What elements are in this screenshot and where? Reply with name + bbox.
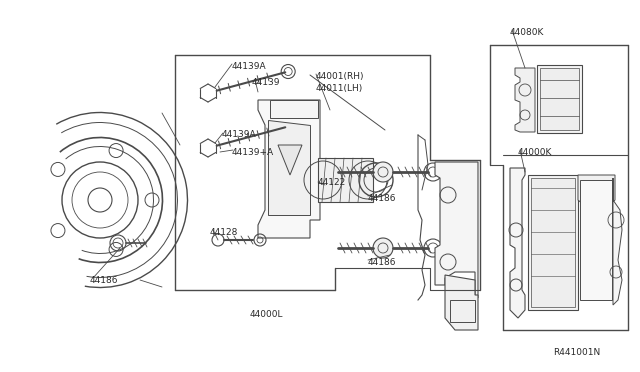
Text: 44186: 44186 <box>368 258 397 267</box>
Polygon shape <box>435 162 478 298</box>
Bar <box>450 300 475 322</box>
Text: 44000K: 44000K <box>518 148 552 157</box>
Text: 44011(LH): 44011(LH) <box>316 84 364 93</box>
Polygon shape <box>515 68 535 132</box>
Text: 44000L: 44000L <box>250 310 284 319</box>
Circle shape <box>373 162 393 182</box>
Polygon shape <box>613 178 622 305</box>
Polygon shape <box>258 100 320 238</box>
Bar <box>528 175 578 310</box>
Bar <box>540 68 579 130</box>
Text: R441001N: R441001N <box>553 348 600 357</box>
Text: 44122: 44122 <box>318 178 346 187</box>
Bar <box>580 180 612 300</box>
Polygon shape <box>445 275 478 330</box>
Text: 44139A: 44139A <box>222 130 257 139</box>
Text: 44001(RH): 44001(RH) <box>316 72 365 81</box>
Text: 44128: 44128 <box>210 228 238 237</box>
Polygon shape <box>578 175 615 205</box>
Text: 44186: 44186 <box>368 194 397 203</box>
Bar <box>318 158 373 202</box>
Text: 44186: 44186 <box>90 276 118 285</box>
Circle shape <box>373 238 393 258</box>
Bar <box>270 100 318 118</box>
Polygon shape <box>268 120 310 215</box>
Text: 44139A: 44139A <box>232 62 267 71</box>
Bar <box>537 65 582 133</box>
Bar <box>531 178 575 307</box>
Text: 44139: 44139 <box>252 78 280 87</box>
Text: 44139+A: 44139+A <box>232 148 274 157</box>
Polygon shape <box>510 168 525 318</box>
Text: 44080K: 44080K <box>510 28 545 37</box>
Polygon shape <box>278 145 302 175</box>
